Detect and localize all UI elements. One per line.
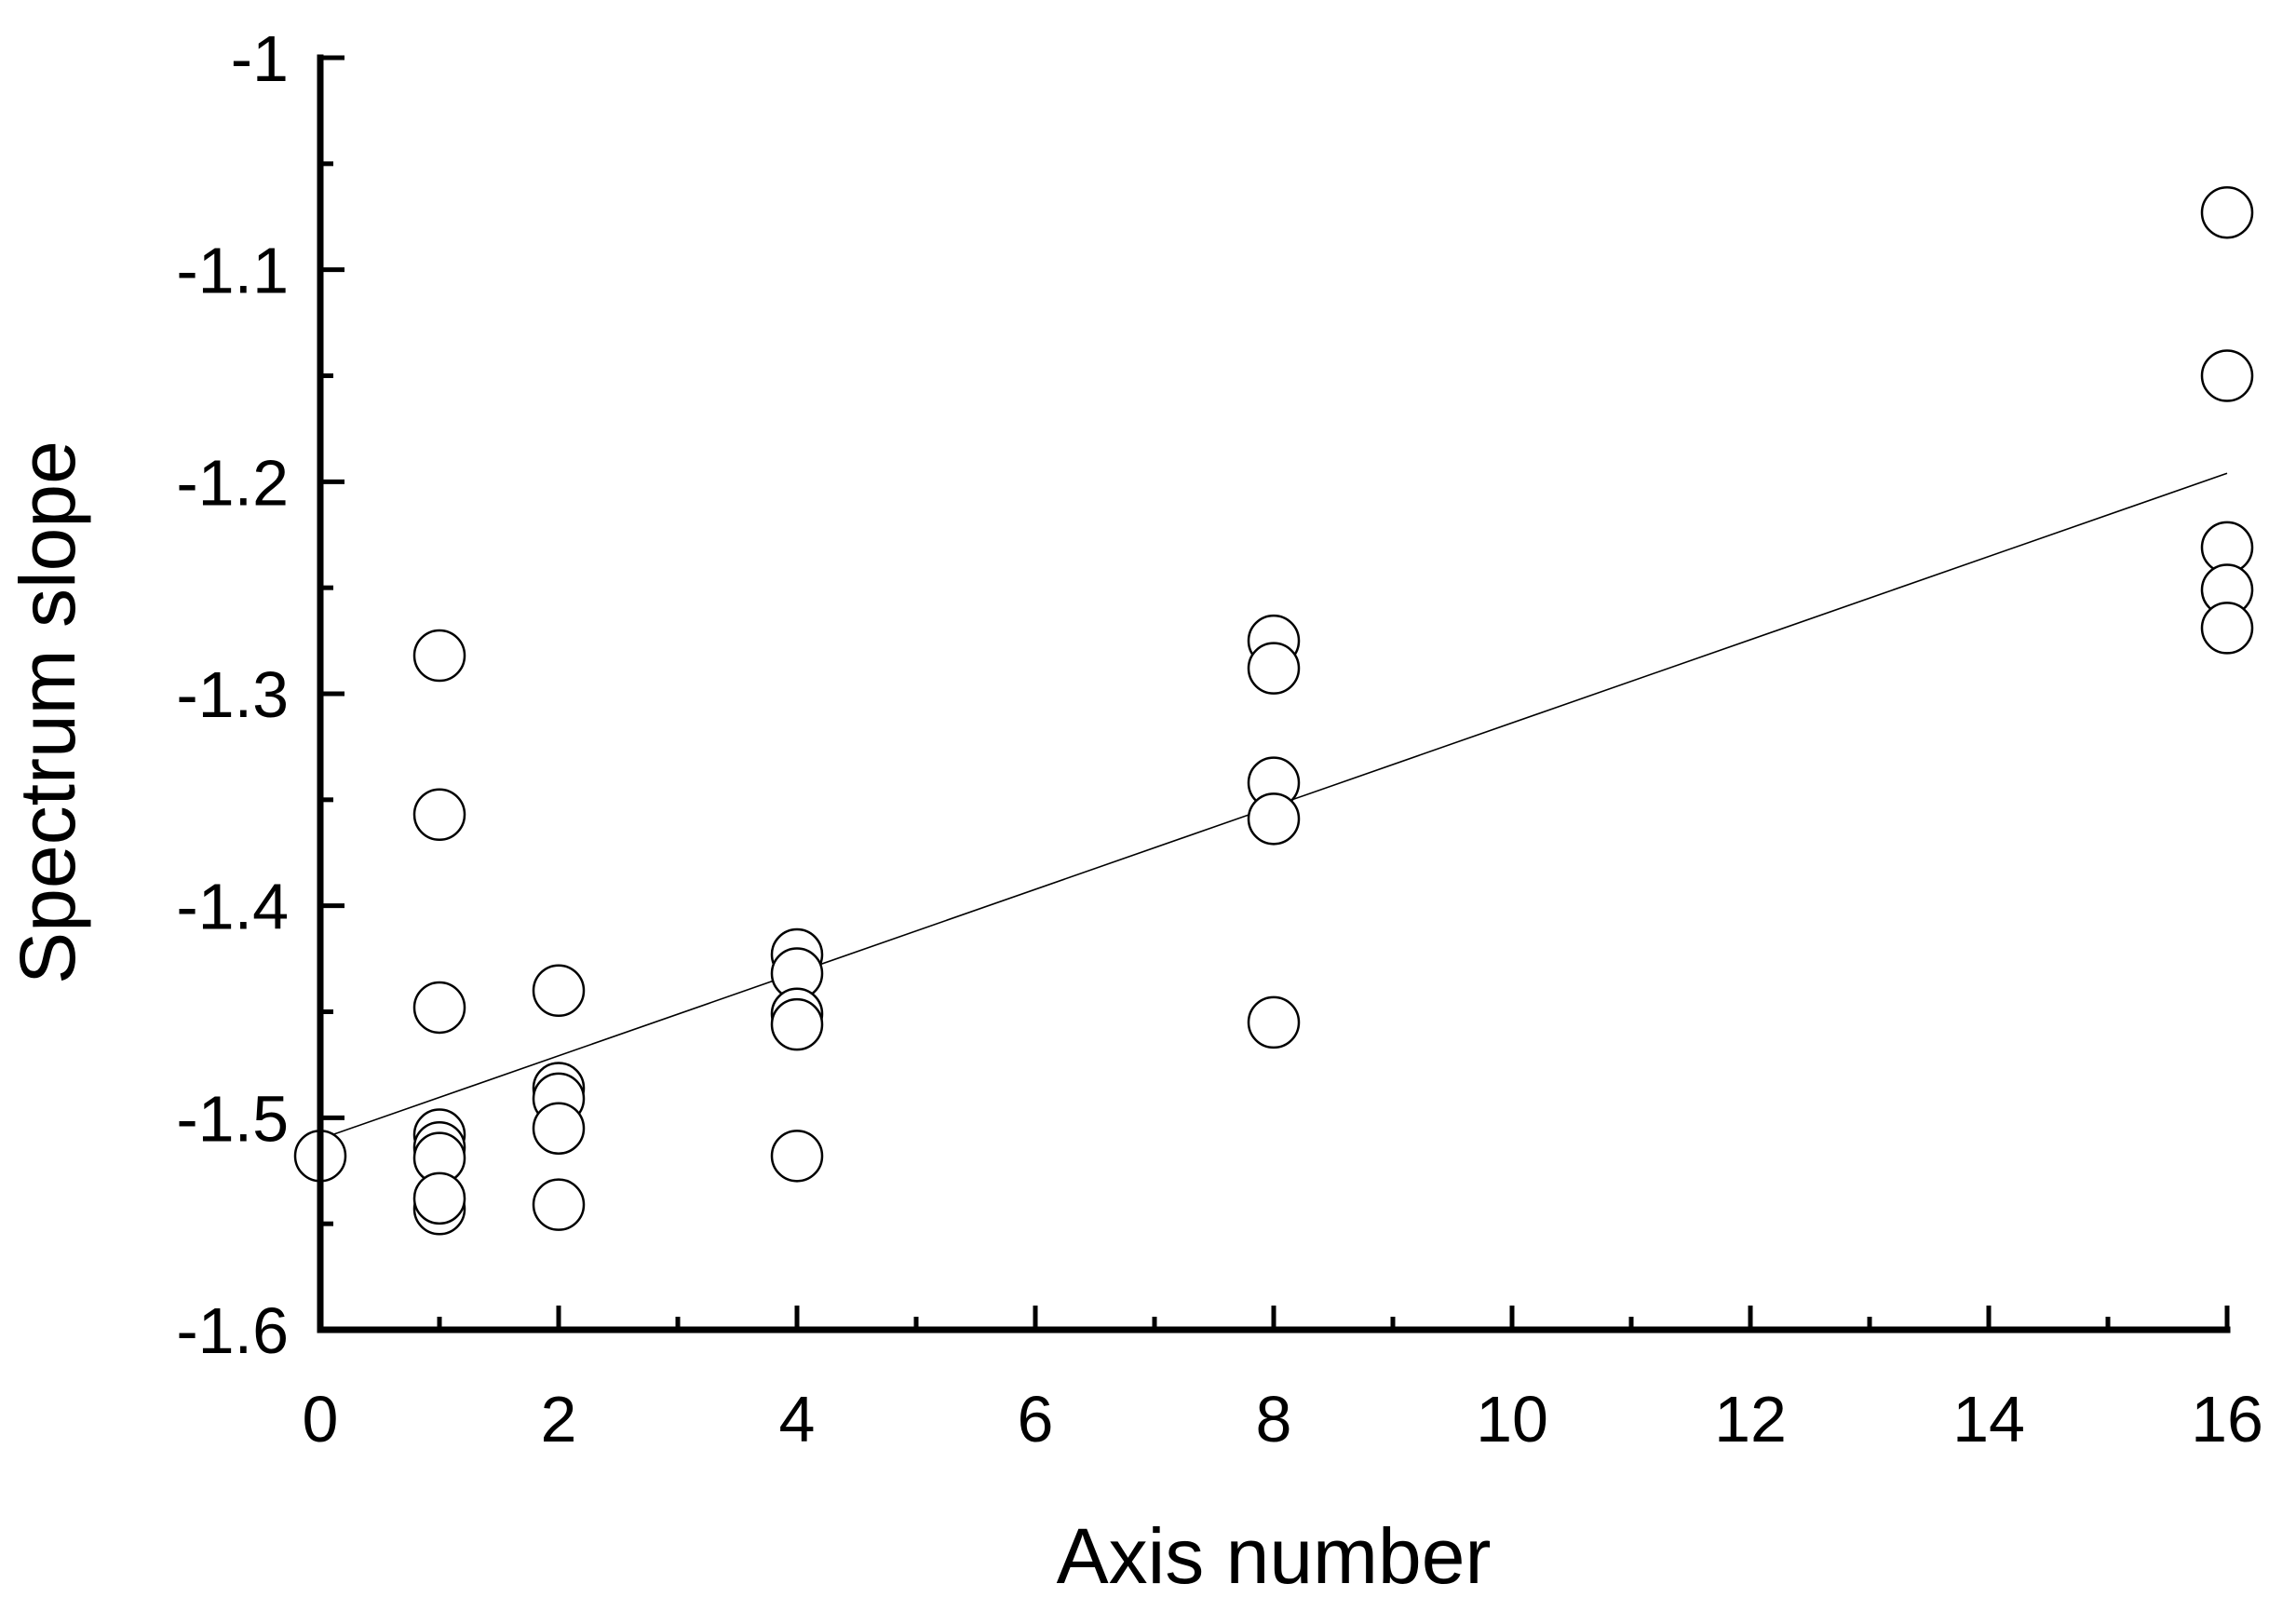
data-point: [412, 788, 466, 842]
y-tick-label: -1.4: [176, 871, 289, 943]
data-point: [770, 997, 824, 1051]
x-tick-label: 8: [1256, 1383, 1292, 1455]
data-point: [532, 964, 586, 1017]
tick-labels-layer: 0 2 4 6 8 10 12 14 16 -1.6 -1.5 -1.4 -1.3 -1.2 -1.1 -1: [176, 22, 2263, 1455]
data-point: [1247, 995, 1301, 1049]
data-point: [532, 1102, 586, 1155]
data-point: [2200, 349, 2254, 402]
axes-frame: [317, 54, 2231, 1333]
x-tick-label: 16: [2191, 1383, 2263, 1455]
y-tick-label: -1.1: [176, 235, 289, 307]
x-tick-label: 0: [303, 1383, 339, 1455]
data-point: [412, 1171, 466, 1225]
data-point: [532, 1178, 586, 1231]
data-point: [2200, 185, 2254, 239]
y-tick-label: -1.3: [176, 658, 289, 731]
y-tick-label: -1.6: [176, 1294, 289, 1367]
x-tick-label: 6: [1018, 1383, 1054, 1455]
x-tick-label: 10: [1476, 1383, 1548, 1455]
x-tick-label: 12: [1714, 1383, 1787, 1455]
points-layer: [293, 185, 2254, 1236]
data-point: [412, 629, 466, 683]
data-point: [2200, 602, 2254, 655]
y-axis-title: Spectrum slope: [4, 440, 91, 984]
y-tick-label: -1.5: [176, 1082, 289, 1155]
x-axis-title: Axis number: [1057, 1512, 1492, 1600]
data-point: [1247, 792, 1301, 846]
x-tick-label: 2: [541, 1383, 577, 1455]
x-tick-label: 4: [779, 1383, 816, 1455]
x-tick-label: 14: [1952, 1383, 2025, 1455]
data-point: [412, 981, 466, 1035]
data-point: [770, 1130, 824, 1183]
y-tick-label: -1.2: [176, 446, 289, 519]
data-point: [1247, 642, 1301, 695]
y-tick-label: -1: [231, 22, 289, 95]
